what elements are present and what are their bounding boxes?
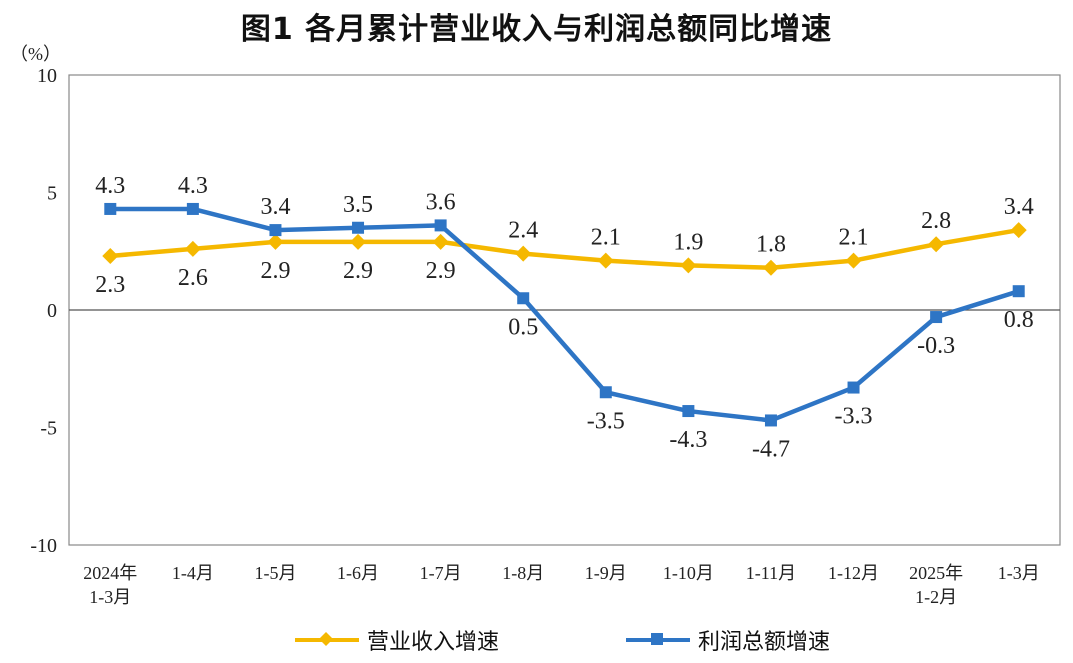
data-point-square — [764, 414, 777, 427]
data-label: -4.7 — [752, 436, 790, 462]
legend-label-revenue: 营业收入增速 — [367, 630, 500, 655]
data-labels: 2.3 2.6 2.9 2.9 2.9 2.4 2.1 1.9 1.8 2.1 2.8 3.4 4.3 4… — [95, 173, 1033, 463]
data-label: 4.3 — [95, 173, 125, 199]
legend-swatch-profit — [626, 633, 690, 645]
data-label: 4.3 — [178, 173, 208, 199]
legend-swatch-revenue — [295, 632, 359, 646]
x-tick-label: 1-5月 — [254, 563, 296, 583]
data-point-diamond — [350, 233, 367, 250]
data-label: 2.9 — [426, 258, 456, 284]
y-tick-label: 5 — [47, 183, 57, 205]
data-point-square — [186, 202, 199, 215]
data-label: 3.6 — [426, 189, 456, 215]
x-tick-label: 1-10月 — [663, 563, 714, 583]
plot-frame — [68, 74, 1061, 546]
data-point-square — [599, 386, 612, 399]
square-icon — [651, 633, 663, 645]
data-label: 2.1 — [839, 225, 869, 251]
data-point-diamond — [928, 236, 945, 253]
data-point-diamond — [845, 252, 862, 269]
legend: 营业收入增速 利润总额增速 — [0, 620, 1073, 660]
y-tick-label: -5 — [40, 418, 57, 440]
data-label: 3.4 — [260, 194, 290, 220]
series-group — [102, 202, 1027, 427]
y-axis-ticks: 10 5 0 -5 -10 — [30, 65, 57, 557]
legend-item-revenue: 营业收入增速 — [295, 620, 499, 660]
data-point-square — [1012, 285, 1025, 298]
data-point-diamond — [762, 259, 779, 276]
x-tick-label: 1-3月 — [89, 587, 131, 607]
x-tick-label: 1-11月 — [746, 563, 796, 583]
y-tick-label: 10 — [37, 65, 57, 87]
data-label: 0.8 — [1004, 307, 1034, 333]
x-tick-label: 1-4月 — [172, 563, 214, 583]
data-label: 2.3 — [95, 272, 125, 298]
data-label: 2.1 — [591, 225, 621, 251]
data-point-diamond — [597, 252, 614, 269]
x-tick-label: 1-9月 — [585, 563, 627, 583]
y-axis-unit-label: （%） — [10, 44, 61, 64]
y-tick-label: -10 — [30, 535, 57, 557]
data-label: -0.3 — [917, 333, 955, 359]
data-label: -3.3 — [835, 404, 873, 430]
x-tick-label: 1-12月 — [828, 563, 879, 583]
data-label: 1.9 — [673, 229, 703, 255]
diamond-icon — [319, 632, 333, 646]
y-tick-label: 0 — [47, 300, 57, 322]
data-point-square — [434, 219, 447, 232]
data-point-diamond — [1010, 222, 1027, 239]
legend-label-profit: 利润总额增速 — [698, 630, 831, 655]
x-tick-label: 1-3月 — [998, 563, 1040, 583]
data-point-diamond — [432, 233, 449, 250]
data-label: 2.9 — [260, 258, 290, 284]
line-chart: 10 5 0 -5 -10 2024年 1-3月 1-4月 1-5月 1-6月 1-7月 1-8月 1… — [30, 65, 1061, 607]
data-label: 2.9 — [343, 258, 373, 284]
x-tick-label: 2025年 — [909, 563, 963, 583]
data-label: 2.6 — [178, 265, 208, 291]
data-point-square — [517, 292, 530, 305]
data-label: 3.4 — [1004, 194, 1034, 220]
data-point-diamond — [267, 233, 284, 250]
data-point-diamond — [680, 257, 697, 274]
data-point-square — [269, 224, 282, 237]
data-label: -4.3 — [669, 427, 707, 453]
data-label: 3.5 — [343, 192, 373, 218]
legend-item-profit: 利润总额增速 — [626, 620, 830, 660]
series-line-1 — [110, 206, 1020, 423]
x-axis-ticks: 2024年 1-3月 1-4月 1-5月 1-6月 1-7月 1-8月 1-9月 1-10月 1-… — [83, 563, 1039, 607]
data-point-diamond — [515, 245, 532, 262]
x-tick-label: 1-6月 — [337, 563, 379, 583]
data-point-square — [352, 221, 365, 234]
series-line-0 — [110, 227, 1020, 270]
x-tick-label: 1-2月 — [915, 587, 957, 607]
data-label: 2.8 — [921, 208, 951, 234]
data-point-square — [682, 405, 695, 418]
x-tick-label: 1-8月 — [502, 563, 544, 583]
data-point-square — [104, 202, 117, 215]
data-label: -3.5 — [587, 408, 625, 434]
data-point-square — [930, 311, 943, 324]
data-point-square — [847, 381, 860, 394]
x-tick-label: 1-7月 — [420, 563, 462, 583]
data-point-diamond — [102, 247, 119, 264]
data-label: 1.8 — [756, 232, 786, 258]
chart-title: 图1 各月累计营业收入与利润总额同比增速 — [240, 12, 833, 47]
x-tick-label: 2024年 — [83, 563, 137, 583]
data-label: 2.4 — [508, 218, 538, 244]
data-point-diamond — [184, 240, 201, 257]
data-label: 0.5 — [508, 314, 538, 340]
